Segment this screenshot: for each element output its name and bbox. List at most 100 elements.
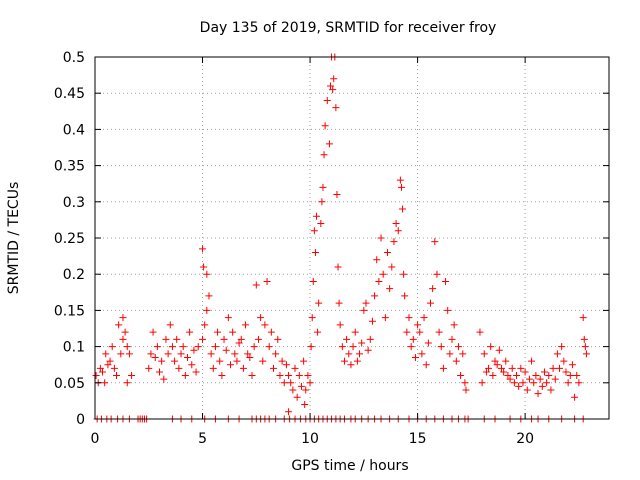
data-point [454, 343, 462, 351]
data-point [575, 379, 583, 387]
data-point [158, 357, 166, 365]
data-point [96, 364, 104, 372]
data-point [285, 408, 293, 416]
data-point [420, 314, 428, 322]
data-point [203, 306, 211, 314]
data-point [235, 339, 243, 347]
x-tick-label: 15 [409, 431, 427, 447]
data-point [429, 285, 437, 293]
data-point [319, 183, 327, 191]
chart-title: Day 135 of 2019, SRMTID for receiver fro… [200, 20, 497, 36]
data-point [329, 86, 337, 94]
data-point [525, 375, 533, 383]
data-point [343, 335, 351, 343]
data-point [579, 314, 587, 322]
data-point [267, 328, 275, 336]
data-point [280, 379, 288, 387]
data-point [414, 321, 422, 329]
data-point [168, 343, 176, 351]
data-point [216, 357, 224, 365]
data-point [162, 335, 170, 343]
data-point [515, 382, 523, 390]
data-point [442, 277, 450, 285]
data-point [388, 263, 396, 271]
data-point [538, 382, 546, 390]
data-point [383, 248, 391, 256]
data-point [147, 350, 155, 358]
data-point [119, 314, 127, 322]
data-point [347, 361, 355, 369]
data-point [517, 364, 525, 372]
data-point [239, 364, 247, 372]
data-point [349, 343, 357, 351]
data-point [547, 386, 555, 394]
x-tick-label: 0 [91, 431, 100, 447]
data-point [462, 386, 470, 394]
data-point [351, 328, 359, 336]
data-point [272, 350, 280, 358]
data-point [289, 386, 297, 394]
data-point [218, 372, 226, 380]
data-point [353, 357, 361, 365]
data-point [145, 364, 153, 372]
data-point [439, 364, 447, 372]
data-point [164, 350, 172, 358]
data-point [307, 343, 315, 351]
grid-lines [95, 57, 609, 419]
y-tick-label: 0.4 [63, 122, 85, 138]
data-point [257, 314, 265, 322]
data-point [356, 350, 364, 358]
data-point [530, 379, 538, 387]
y-tick-label: 0.45 [54, 86, 85, 102]
data-point [549, 364, 557, 372]
data-point [476, 328, 484, 336]
data-point [190, 346, 198, 354]
data-point [205, 292, 213, 300]
data-point [497, 364, 505, 372]
data-point [506, 375, 514, 383]
y-tick-label: 0.5 [63, 50, 85, 66]
data-point [478, 379, 486, 387]
data-point [203, 270, 211, 278]
data-point [345, 350, 353, 358]
data-point [173, 335, 181, 343]
data-point [448, 335, 456, 343]
data-point [568, 361, 576, 369]
data-point [459, 350, 467, 358]
data-point [386, 285, 394, 293]
data-point [397, 183, 405, 191]
data-point [403, 328, 411, 336]
data-point [562, 368, 570, 376]
data-point [540, 368, 548, 376]
x-axis-label: GPS time / hours [291, 458, 408, 474]
y-axis-label: SRMTID / TECUs [6, 182, 22, 295]
data-point [265, 343, 273, 351]
data-point [308, 314, 316, 322]
data-point [375, 277, 383, 285]
data-point [224, 314, 232, 322]
data-point [309, 277, 317, 285]
data-point [301, 401, 309, 409]
data-point [101, 379, 109, 387]
data-point [117, 350, 125, 358]
data-point [401, 292, 409, 300]
data-point [566, 372, 574, 380]
data-point [461, 379, 469, 387]
y-tick-label: 0.05 [54, 376, 85, 392]
data-point [254, 335, 262, 343]
data-point [99, 368, 107, 376]
data-point [433, 270, 441, 278]
data-point [394, 227, 402, 235]
data-point [510, 379, 518, 387]
data-point [188, 361, 196, 369]
data-point [92, 372, 100, 380]
data-point [297, 382, 305, 390]
data-point [231, 350, 239, 358]
data-point [333, 191, 341, 199]
data-point [330, 75, 338, 83]
data-point [302, 386, 310, 394]
data-point [573, 372, 581, 380]
data-point [151, 353, 159, 361]
data-point [513, 372, 521, 380]
data-point [156, 368, 164, 376]
